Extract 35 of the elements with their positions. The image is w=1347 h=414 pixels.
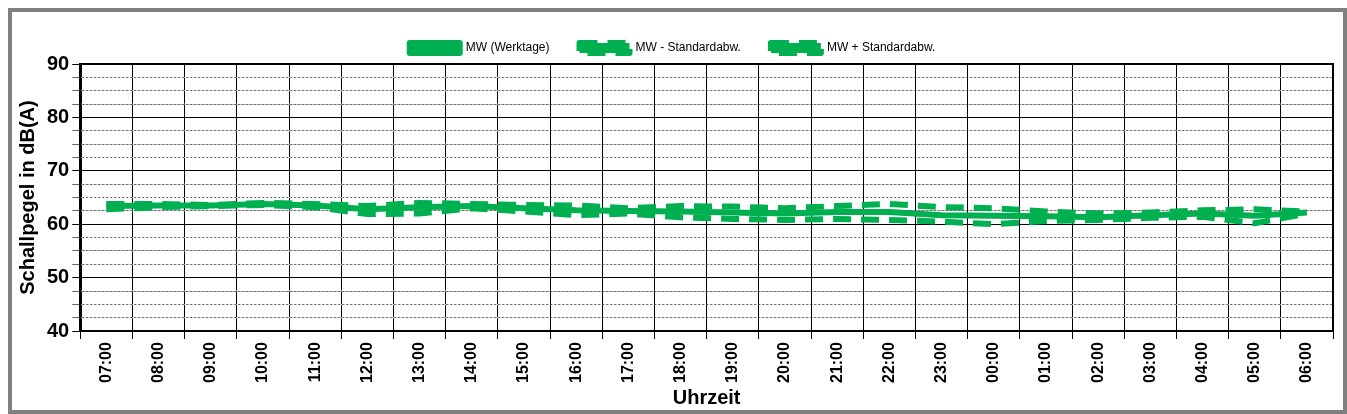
y-tick-label: 90 <box>47 51 70 74</box>
legend-label: MW + Standardabw. <box>826 40 936 55</box>
legend-label: MW (Werktage) <box>465 40 550 55</box>
x-tick-label: 14:00 <box>462 341 480 383</box>
legend-label: MW - Standardabw. <box>635 40 741 55</box>
x-tick-label: 19:00 <box>723 341 741 383</box>
y-tick-label: 60 <box>47 211 70 234</box>
x-tick-label: 00:00 <box>984 341 1002 383</box>
x-tick-label: 17:00 <box>618 341 636 383</box>
x-tick-label: 01:00 <box>1036 341 1054 383</box>
x-tick-label: 05:00 <box>1245 341 1263 383</box>
x-tick-label: 21:00 <box>827 341 845 383</box>
x-tick-label: 12:00 <box>357 341 375 383</box>
x-tick-label: 15:00 <box>514 341 532 383</box>
x-tick-label: 07:00 <box>96 341 114 383</box>
x-tick-label: 20:00 <box>775 341 793 383</box>
x-tick-label: 06:00 <box>1297 341 1315 383</box>
x-axis-title: Uhrzeit <box>672 385 741 408</box>
x-tick-label: 23:00 <box>931 341 949 383</box>
y-tick-label: 40 <box>47 318 70 341</box>
x-tick-label: 04:00 <box>1192 341 1210 383</box>
x-tick-label: 11:00 <box>305 341 323 383</box>
x-tick-label: 18:00 <box>670 341 688 383</box>
x-tick-label: 08:00 <box>148 341 166 383</box>
x-tick-label: 10:00 <box>253 341 271 383</box>
y-tick-label: 80 <box>47 104 70 127</box>
x-tick-label: 13:00 <box>409 341 427 383</box>
x-tick-label: 09:00 <box>201 341 219 383</box>
x-tick-label: 02:00 <box>1088 341 1106 383</box>
x-tick-label: 22:00 <box>879 341 897 383</box>
y-axis-title: Schallpegel in dB(A) <box>15 100 38 295</box>
x-tick-label: 03:00 <box>1140 341 1158 383</box>
y-tick-label: 50 <box>47 265 70 288</box>
x-tick-label: 16:00 <box>566 341 584 383</box>
y-tick-label: 70 <box>47 158 70 181</box>
